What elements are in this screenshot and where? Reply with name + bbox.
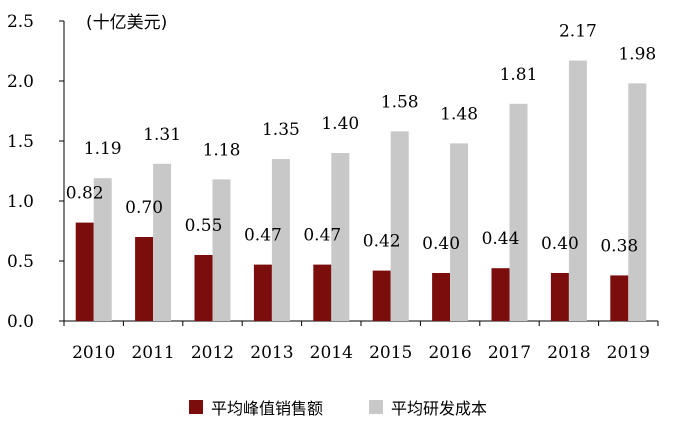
bar-rd-cost — [568, 60, 587, 321]
bar-rd-cost — [212, 179, 231, 321]
data-label-rd-cost: 1.40 — [321, 114, 359, 134]
x-tick-label: 2014 — [310, 343, 353, 363]
data-label-rd-cost: 1.35 — [262, 120, 300, 140]
data-label-peak-sales: 0.70 — [125, 198, 163, 218]
unit-label: (十亿美元) — [86, 13, 167, 33]
y-tick-label: 0.5 — [7, 252, 34, 272]
legend-item-rd-cost: 平均研发成本 — [369, 395, 487, 419]
bars-group — [75, 60, 647, 322]
data-label-rd-cost: 1.98 — [618, 44, 656, 64]
data-label-rd-cost: 1.81 — [500, 65, 538, 85]
bar-peak-sales — [194, 255, 213, 321]
legend-label-rd-cost: 平均研发成本 — [391, 399, 488, 418]
y-axis: 0.0 0.5 1.0 1.5 2.0 2.5 — [7, 12, 65, 332]
bar-rd-cost — [153, 163, 172, 321]
bar-rd-cost — [390, 131, 409, 321]
y-tick-label: 2.0 — [7, 72, 34, 92]
data-label-peak-sales: 0.55 — [185, 216, 223, 236]
y-tick-label: 2.5 — [7, 12, 34, 32]
data-label-peak-sales: 0.40 — [422, 234, 460, 254]
x-tick-label: 2013 — [250, 343, 293, 363]
bar-rd-cost — [331, 153, 350, 321]
x-tick-label: 2019 — [607, 343, 650, 363]
x-tick-label: 2017 — [488, 343, 531, 363]
data-label-peak-sales: 0.44 — [482, 229, 520, 249]
bar-chart: (十亿美元) 0.00.51.01.52.02.5 2010 2011 2012 20… — [7, 12, 659, 363]
data-label-peak-sales: 0.40 — [541, 234, 579, 254]
legend: 平均峰值销售额 平均研发成本 — [0, 395, 676, 419]
bar-peak-sales — [253, 264, 272, 321]
data-label-peak-sales: 0.47 — [244, 226, 282, 246]
data-label-peak-sales: 0.47 — [303, 226, 341, 246]
data-label-rd-cost: 1.31 — [143, 125, 181, 145]
data-label-rd-cost: 1.19 — [84, 139, 122, 159]
bar-rd-cost — [271, 159, 290, 321]
legend-swatch-rd-cost — [369, 400, 383, 414]
data-label-peak-sales: 0.38 — [600, 236, 638, 256]
bar-peak-sales — [372, 270, 391, 321]
bar-peak-sales — [432, 273, 451, 321]
bar-rd-cost — [509, 103, 528, 321]
legend-item-sales: 平均峰值销售额 — [188, 395, 323, 419]
bar-peak-sales — [491, 268, 510, 321]
data-label-rd-cost: 1.58 — [381, 92, 419, 112]
bar-rd-cost — [628, 83, 647, 322]
data-label-peak-sales: 0.82 — [66, 184, 104, 204]
legend-label-sales: 平均峰值销售额 — [210, 399, 323, 418]
data-label-peak-sales: 0.42 — [363, 232, 401, 252]
bar-peak-sales — [135, 237, 154, 321]
bar-peak-sales — [550, 273, 569, 321]
bar-labels-group: 0.82 1.19 0.70 1.31 0.55 1.18 0.47 1.35 0.47 1.40… — [66, 22, 656, 257]
x-tick-label: 2016 — [428, 343, 471, 363]
y-tick-label: 1.5 — [7, 132, 34, 152]
bar-peak-sales — [313, 264, 332, 321]
x-axis: 2010 2011 2012 2013 2014 2015 2016 2017 2018 2019 — [63, 320, 659, 363]
x-tick-label: 2015 — [369, 343, 412, 363]
y-tick-label: 0.0 — [7, 312, 34, 332]
data-label-rd-cost: 1.18 — [203, 140, 241, 160]
y-tick-label: 1.0 — [7, 192, 34, 212]
x-tick-label: 2012 — [191, 343, 234, 363]
x-tick-label: 2011 — [131, 343, 174, 363]
bar-peak-sales — [75, 222, 94, 321]
data-label-rd-cost: 1.48 — [440, 104, 478, 124]
x-tick-label: 2010 — [72, 343, 115, 363]
x-tick-label: 2018 — [547, 343, 590, 363]
data-label-rd-cost: 2.17 — [559, 22, 597, 42]
legend-swatch-sales — [188, 400, 203, 414]
bar-rd-cost — [93, 178, 112, 321]
bar-peak-sales — [610, 275, 629, 321]
bar-rd-cost — [450, 143, 469, 321]
